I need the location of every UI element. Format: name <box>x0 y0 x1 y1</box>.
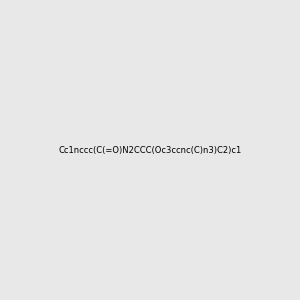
Text: Cc1nccc(C(=O)N2CCC(Oc3ccnc(C)n3)C2)c1: Cc1nccc(C(=O)N2CCC(Oc3ccnc(C)n3)C2)c1 <box>58 146 242 154</box>
